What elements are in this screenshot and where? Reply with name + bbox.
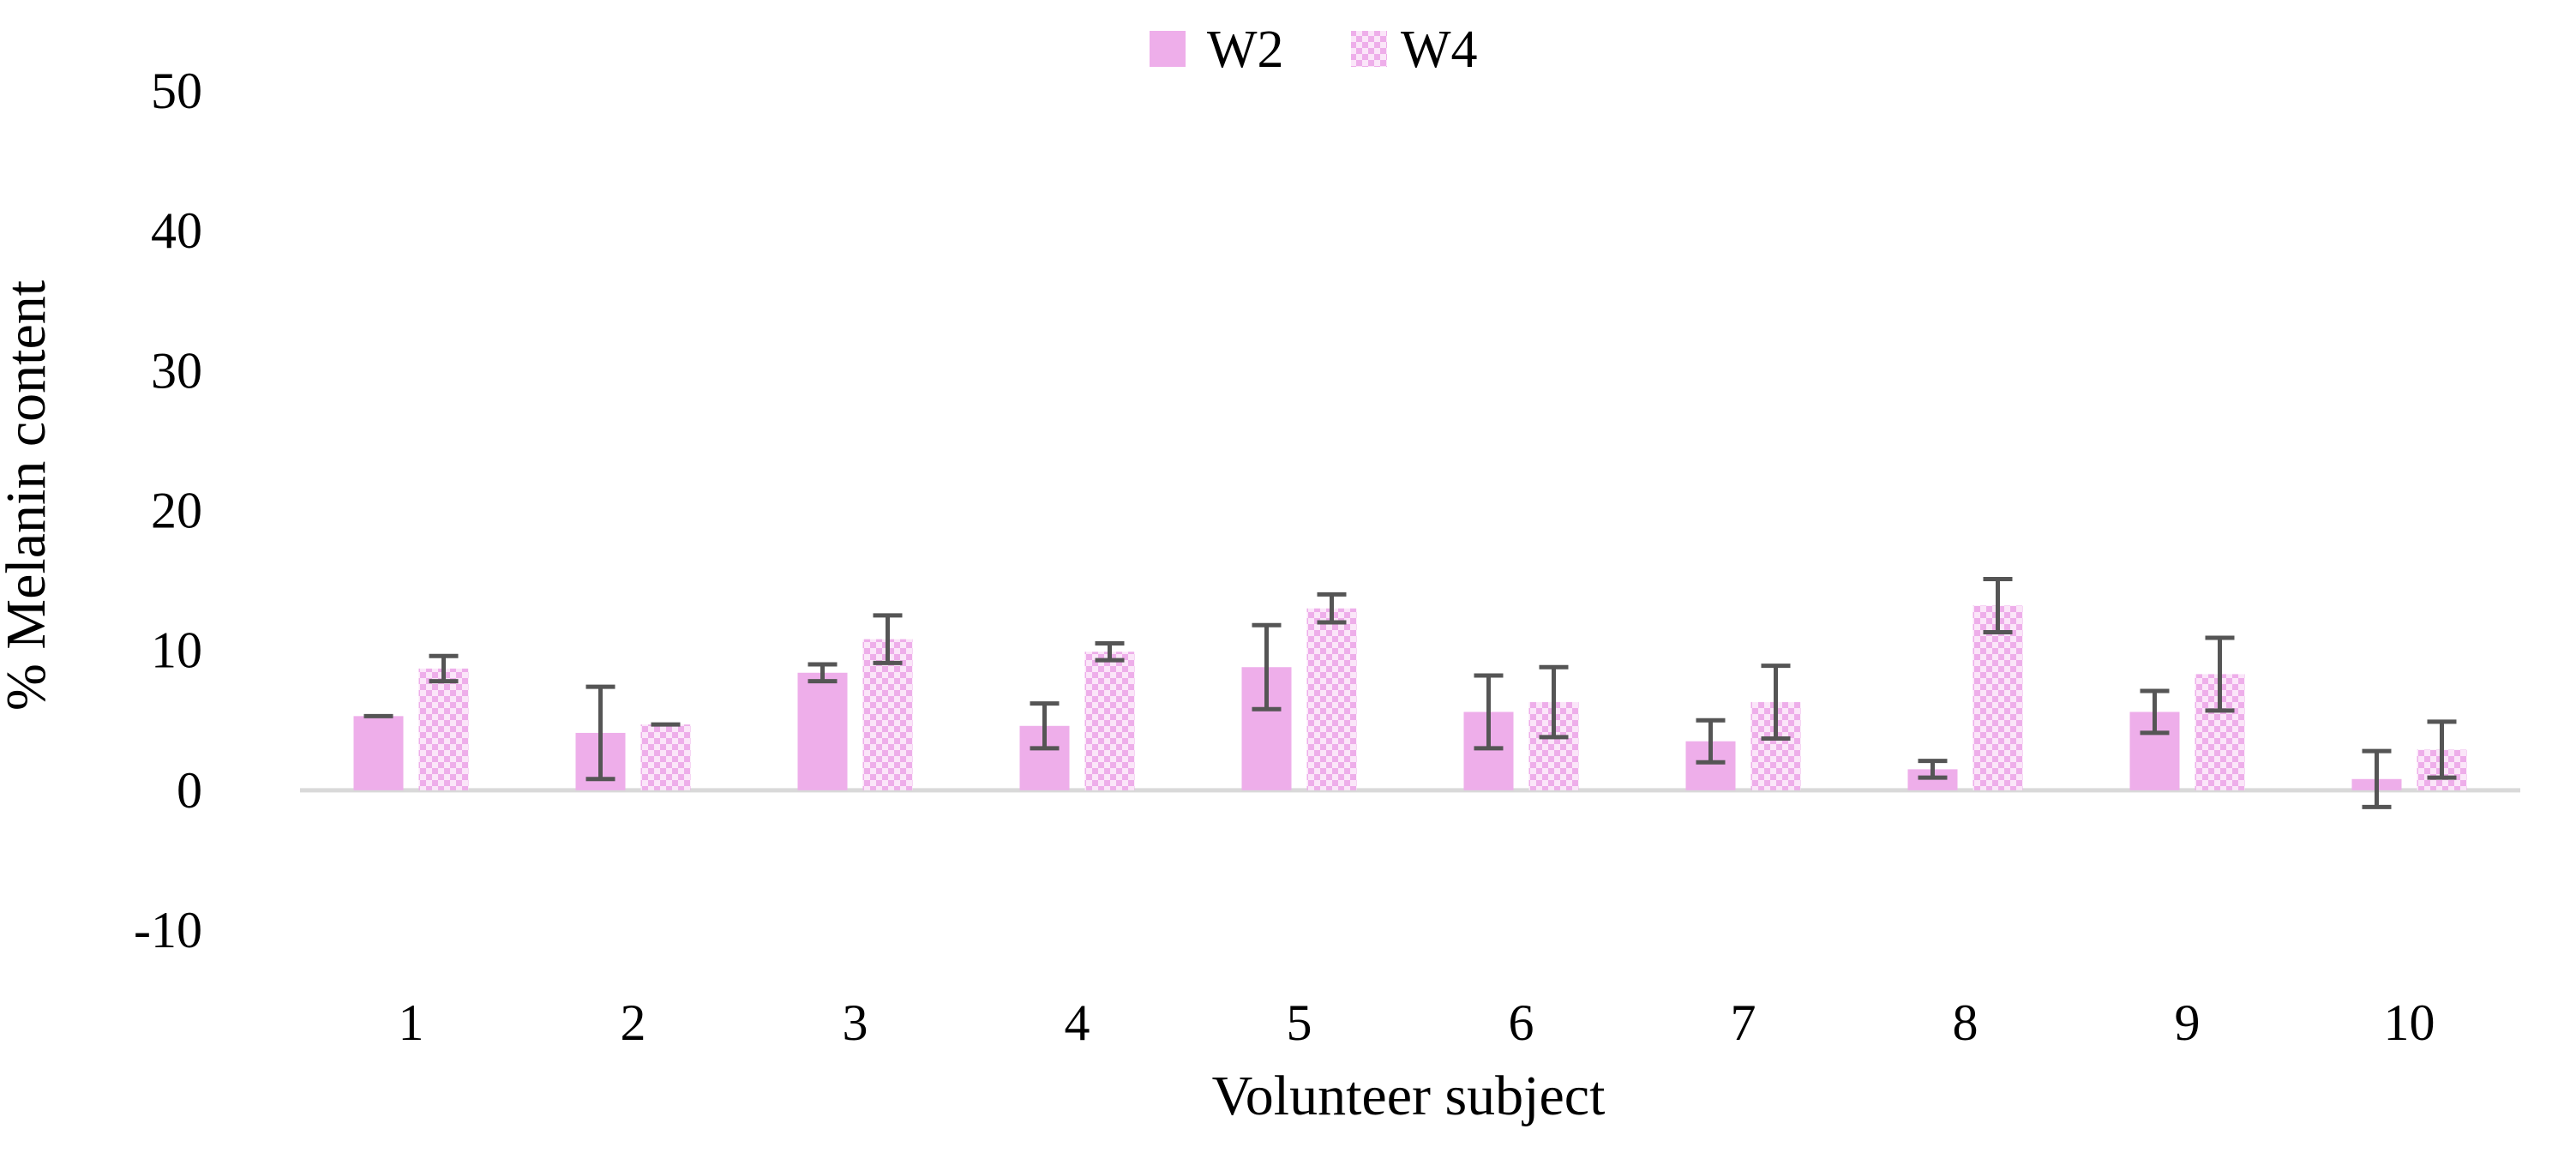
error-bar-w4 [1983,576,2013,634]
error-bar-w2 [1474,673,1504,751]
error-bar-w2 [808,662,838,684]
error-bar-w2 [2362,748,2392,809]
error-bar-w2 [1252,622,1282,712]
y-tick-label: 20 [151,483,202,539]
y-tick-label: 30 [151,342,202,399]
x-tick-label: 4 [1065,994,1090,1051]
x-tick-label: 10 [2384,994,2435,1051]
x-tick-label: 5 [1287,994,1312,1051]
y-tick-label: 10 [151,622,202,679]
x-tick-label: 1 [399,994,424,1051]
y-axis-title: % Melanin content [0,280,57,711]
x-tick-label: 8 [1953,994,1979,1051]
y-tick-label: -10 [134,902,202,958]
error-bar-w4 [429,653,459,684]
error-bar-w4 [1761,664,1791,741]
x-tick-label: 7 [1731,994,1756,1051]
y-tick-label: 50 [151,63,202,119]
error-bar-w2 [1696,718,1726,765]
x-axis: 1 2 3 4 5 6 7 8 9 10 [399,994,2435,1051]
legend-swatch-w2 [1150,31,1186,67]
bar-w4 [1084,652,1135,790]
error-bars [363,576,2457,809]
y-tick-label: 0 [177,762,202,819]
x-tick-label: 3 [843,994,868,1051]
error-bar-w4 [1095,641,1125,663]
x-axis-title: Volunteer subject [1212,1065,1606,1127]
y-axis: -10 0 10 20 30 40 50 [134,63,202,958]
legend: W2 W4 [1150,21,1478,79]
y-tick-label: 40 [151,202,202,259]
bar-w2 [353,716,404,790]
bar-series [353,605,2467,790]
legend-swatch-w4 [1351,31,1387,67]
error-bar-w2 [1918,759,1948,780]
bar-w4 [1306,608,1357,790]
legend-label-w2: W2 [1207,21,1284,79]
bar-w2 [797,672,848,790]
x-tick-label: 2 [621,994,646,1051]
x-tick-label: 6 [1509,994,1534,1051]
bar-w4 [640,724,691,790]
error-bar-w4 [1539,664,1569,740]
error-bar-w4 [2205,635,2235,713]
bar-w4 [1973,605,2023,790]
error-bar-w2 [585,684,615,782]
error-bar-w2 [2140,688,2170,736]
x-tick-label: 9 [2175,994,2201,1051]
error-bar-w4 [1317,592,1347,625]
error-bar-w2 [1030,701,1060,751]
legend-label-w4: W4 [1401,21,1478,79]
error-bar-w4 [2427,719,2457,780]
bar-w4 [418,668,469,790]
error-bar-w4 [873,613,903,665]
